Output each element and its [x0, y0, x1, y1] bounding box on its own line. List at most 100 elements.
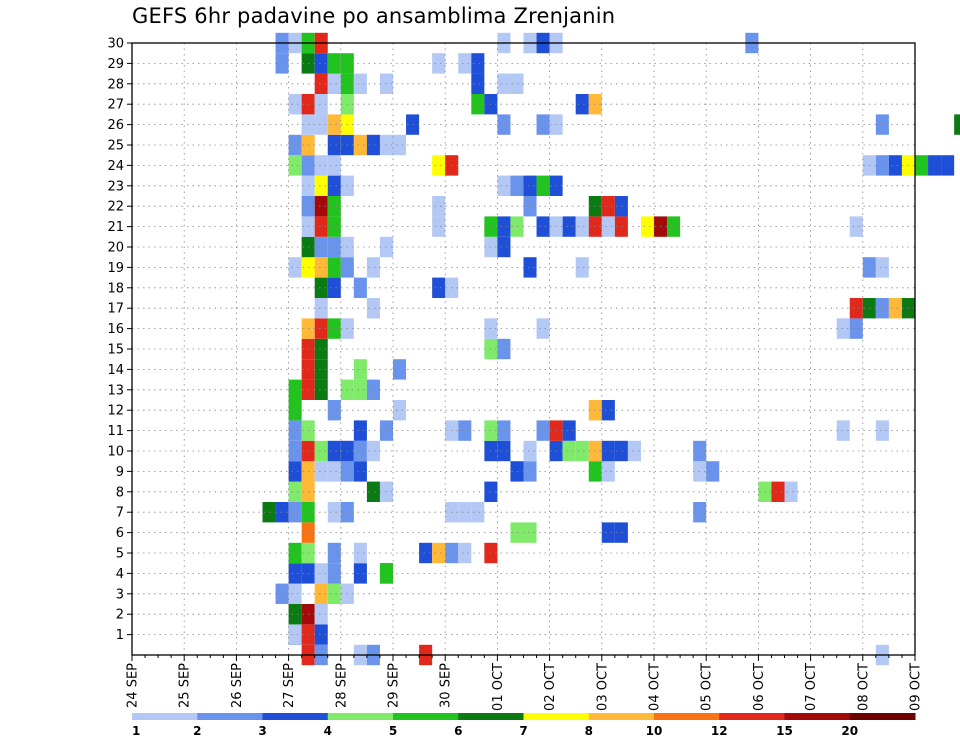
heatmap-cell	[366, 440, 380, 462]
heatmap-cell	[353, 359, 367, 380]
heatmap-cell	[510, 461, 524, 482]
heatmap-cell	[497, 175, 511, 196]
color-legend: 1 2 3 4 5 6 7 8 10 12 15 20	[132, 713, 916, 738]
heatmap-cell	[288, 420, 302, 441]
heatmap-cell	[314, 563, 328, 584]
heatmap-cell	[849, 318, 863, 339]
x-tick-label: 09 OCT	[909, 663, 924, 711]
legend-swatch	[393, 713, 459, 720]
legend-swatch	[849, 713, 916, 720]
heatmap-cell	[314, 604, 328, 625]
legend-swatch	[327, 713, 394, 720]
legend-label: 4	[324, 724, 332, 738]
heatmap-cell	[562, 440, 576, 462]
heatmap-cell	[836, 420, 850, 441]
heatmap-cell	[458, 502, 472, 523]
heatmap-cell	[288, 134, 302, 156]
y-tick-label: 9	[116, 465, 124, 480]
heatmap-cell	[836, 318, 850, 339]
legend-swatch	[784, 713, 851, 720]
heatmap-cell	[353, 73, 367, 94]
heatmap-cell	[562, 420, 576, 441]
y-tick-label: 12	[107, 404, 124, 419]
heatmap-cell	[353, 277, 367, 298]
heatmap-cell	[875, 420, 889, 441]
heatmap-cell	[327, 583, 341, 604]
heatmap-cell	[327, 542, 341, 564]
heatmap-cell	[614, 440, 628, 462]
y-tick-label: 11	[107, 424, 124, 439]
heatmap-cell	[288, 624, 302, 645]
y-tick-label: 13	[107, 383, 124, 398]
heatmap-cell	[327, 563, 341, 584]
x-tick-label: 26 SEP	[230, 663, 245, 708]
heatmap-cell	[888, 155, 902, 176]
heatmap-cell	[353, 542, 367, 564]
heatmap-cell	[353, 379, 367, 400]
heatmap-cell	[523, 461, 537, 482]
x-tick-label: 28 SEP	[334, 663, 349, 708]
heatmap-cell	[314, 359, 328, 380]
heatmap-cell	[275, 502, 289, 523]
heatmap-cell	[875, 257, 889, 278]
heatmap-cell	[471, 73, 485, 94]
y-tick-label: 4	[116, 567, 124, 582]
y-axis: 1234567891011121314151617181920212223242…	[107, 37, 132, 643]
heatmap-cell	[327, 53, 341, 74]
heatmap-cell	[314, 277, 328, 298]
heatmap-cell	[915, 155, 929, 176]
legend-label: 15	[776, 724, 793, 738]
legend-label: 20	[841, 724, 858, 738]
heatmap-cell	[497, 236, 511, 258]
heatmap-cell	[314, 338, 328, 360]
y-tick-label: 17	[107, 302, 124, 317]
x-tick-label: 07 OCT	[804, 663, 819, 711]
heatmap-cell	[523, 257, 537, 278]
heatmap-cell	[314, 114, 328, 135]
heatmap-cell	[614, 216, 628, 237]
heatmap-cell	[536, 114, 550, 135]
heatmap-cell	[497, 440, 511, 462]
legend-swatch	[262, 713, 329, 720]
heatmap-cell	[327, 155, 341, 176]
x-tick-label: 06 OCT	[752, 663, 767, 711]
legend-swatch	[523, 713, 590, 720]
heatmap-cell	[275, 53, 289, 74]
legend-label: 10	[646, 724, 663, 738]
heatmap-cell	[393, 400, 407, 421]
heatmap-cell	[601, 196, 615, 217]
y-tick-label: 20	[107, 241, 124, 256]
x-tick-label: 01 OCT	[491, 663, 506, 711]
heatmap-cell	[601, 400, 615, 421]
heatmap-cell	[523, 522, 537, 543]
grid-layer	[132, 42, 915, 655]
heatmap-cell	[575, 94, 589, 115]
legend-swatch	[654, 713, 720, 720]
heatmap-cell	[353, 563, 367, 584]
heatmap-cell	[327, 440, 341, 462]
x-tick-label: 29 SEP	[387, 663, 402, 708]
heatmap-cell	[366, 298, 380, 319]
heatmap-cell	[627, 440, 641, 462]
x-tick-label: 27 SEP	[282, 663, 297, 708]
heatmap-cell	[575, 257, 589, 278]
legend-label: 8	[585, 724, 593, 738]
heatmap-cell	[523, 196, 537, 217]
heatmap-cell	[510, 522, 524, 543]
heatmap-cell	[327, 318, 341, 339]
heatmap-cell	[497, 338, 511, 360]
legend-swatch	[719, 713, 785, 720]
y-tick-label: 15	[107, 343, 124, 358]
heatmap-cell	[314, 216, 328, 237]
heatmap-cell	[314, 257, 328, 278]
heatmap-cell	[288, 94, 302, 115]
heatmap-cell	[288, 400, 302, 421]
y-tick-label: 5	[116, 547, 124, 562]
heatmap-cell	[327, 236, 341, 258]
x-tick-label: 03 OCT	[595, 663, 610, 711]
heatmap-cell	[288, 257, 302, 278]
legend-label: 6	[454, 724, 462, 738]
y-tick-label: 3	[116, 587, 124, 602]
heatmap-cell	[784, 481, 798, 502]
